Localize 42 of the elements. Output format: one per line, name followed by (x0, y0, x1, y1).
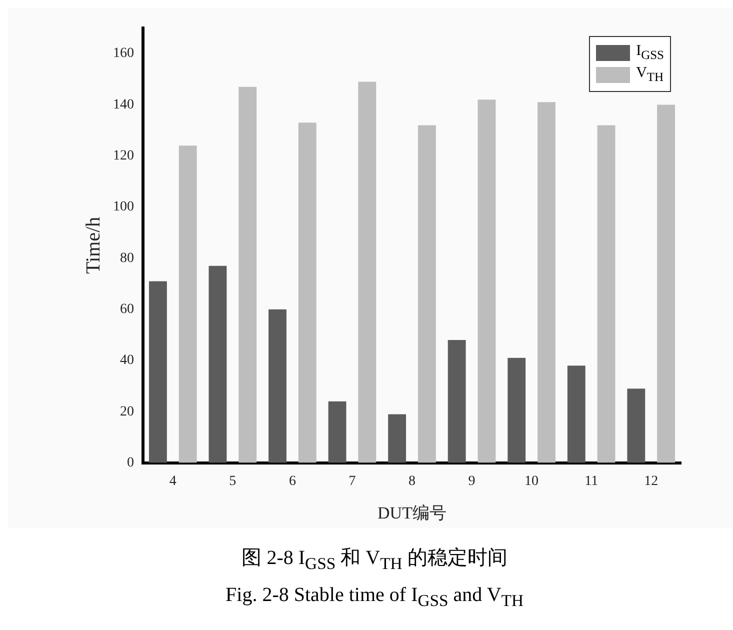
x-tick-label: 5 (229, 474, 236, 489)
bar (508, 358, 526, 463)
bar (298, 122, 316, 463)
bar (597, 125, 616, 463)
bar (268, 309, 286, 463)
x-tick-label: 7 (348, 474, 356, 489)
bar (627, 388, 646, 463)
bar (538, 102, 556, 463)
x-axis-title: DUT编号 (378, 503, 446, 522)
x-tick-label: 4 (169, 474, 176, 489)
y-tick-label: 120 (113, 148, 134, 164)
legend-label: I$_{GSS}$ (636, 43, 664, 63)
y-axis-title: Time/h (82, 216, 104, 274)
bar (657, 104, 676, 463)
bar (148, 281, 167, 463)
x-tick-label: 6 (288, 474, 296, 489)
y-tick-label: 80 (120, 250, 134, 266)
x-tick-label: 11 (584, 474, 598, 489)
y-tick-label: 160 (113, 46, 134, 62)
bar (178, 146, 197, 463)
bar (388, 414, 406, 463)
bar (478, 100, 496, 463)
x-tick-label: 12 (644, 474, 658, 489)
y-tick-label: 140 (113, 97, 134, 112)
x-tick-label: 8 (408, 474, 416, 489)
y-tick-label: 60 (120, 302, 134, 318)
bar (328, 401, 346, 463)
y-tick-label: 40 (120, 353, 134, 368)
y-tick-label: 20 (120, 404, 134, 420)
caption: 图 2-8 I$_{GSS}$ 和 V$_{TH}$ 的稳定时间 (240, 546, 508, 574)
bar (418, 125, 436, 463)
x-tick-label: 9 (468, 474, 476, 489)
bar (448, 340, 466, 463)
y-tick-label: 0 (127, 455, 134, 470)
bar (238, 86, 257, 463)
legend-label: V$_{TH}$ (636, 65, 664, 85)
y-tick-label: 100 (113, 200, 134, 215)
bar (208, 266, 227, 463)
caption: Fig. 2-8 Stable time of I$_{GSS}$ and V$_{TH}$ (224, 584, 524, 611)
x-tick-label: 10 (524, 474, 539, 489)
bar (358, 82, 376, 463)
bar (567, 366, 586, 463)
